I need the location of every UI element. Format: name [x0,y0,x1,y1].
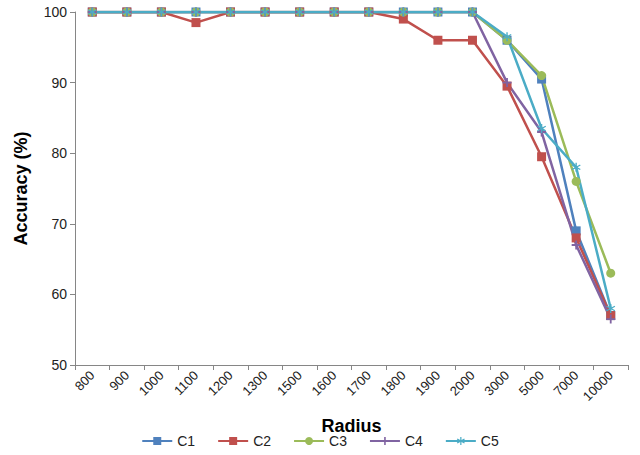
svg-text:1700: 1700 [343,368,374,399]
svg-text:C4: C4 [405,433,423,449]
svg-text:1300: 1300 [239,368,270,399]
svg-text:3000: 3000 [481,368,512,399]
svg-text:Radius: Radius [321,416,382,436]
svg-text:1200: 1200 [205,368,236,399]
svg-text:C3: C3 [329,433,347,449]
svg-text:1600: 1600 [308,368,339,399]
svg-text:100: 100 [44,4,68,20]
svg-text:70: 70 [51,216,67,232]
svg-text:900: 900 [106,368,132,394]
svg-text:10000: 10000 [580,368,616,404]
svg-text:90: 90 [51,75,67,91]
svg-text:1500: 1500 [274,368,305,399]
svg-text:1900: 1900 [412,368,443,399]
svg-text:C1: C1 [177,433,195,449]
svg-text:60: 60 [51,286,67,302]
svg-text:1100: 1100 [171,368,201,398]
svg-text:Accuracy (%): Accuracy (%) [11,131,31,245]
svg-text:C2: C2 [253,433,271,449]
svg-text:800: 800 [72,368,98,394]
svg-text:5000: 5000 [516,368,547,399]
svg-text:1800: 1800 [378,368,409,399]
svg-text:7000: 7000 [550,368,581,399]
svg-text:50: 50 [51,357,67,373]
svg-text:2000: 2000 [447,368,478,399]
svg-text:1000: 1000 [136,368,167,399]
svg-text:80: 80 [51,145,67,161]
svg-text:C5: C5 [481,433,499,449]
